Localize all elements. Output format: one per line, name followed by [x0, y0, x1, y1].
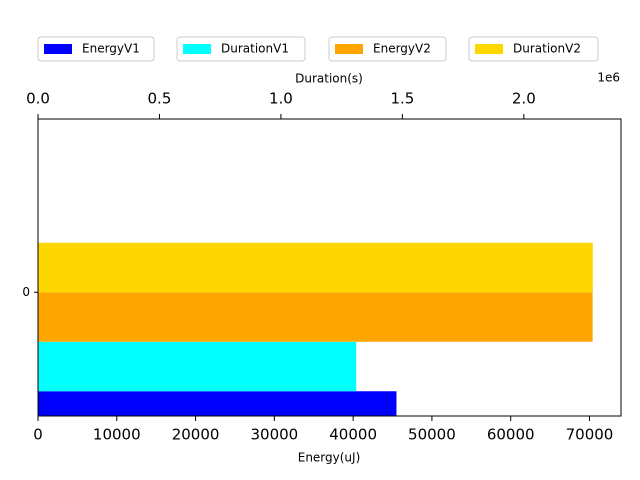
- legend-label: DurationV1: [221, 42, 289, 56]
- legend-label: DurationV2: [513, 42, 581, 56]
- x-tick-label: 10000: [93, 426, 141, 444]
- y-tick-label: 0: [22, 285, 30, 299]
- bar: [38, 391, 397, 416]
- plot-frame: [37, 118, 622, 417]
- x2-axis-label: Duration(s): [295, 72, 363, 86]
- x-tick-label: 60000: [487, 426, 535, 444]
- x-tick-label: 30000: [250, 426, 298, 444]
- x2-offset-label: 1e6: [597, 71, 620, 85]
- x-tick-label: 20000: [172, 426, 220, 444]
- legend-box: [37, 36, 155, 62]
- x-tick-label: 0: [33, 426, 43, 444]
- legend-box: [176, 36, 306, 62]
- legend-label: EnergyV2: [373, 42, 431, 56]
- bar: [38, 341, 357, 392]
- legend-box: [328, 36, 447, 62]
- x2-tick-label: 2.0: [512, 90, 536, 108]
- x-tick-label: 70000: [566, 426, 614, 444]
- x2-tick-label: 1.5: [390, 90, 414, 108]
- legend-label: EnergyV1: [82, 42, 140, 56]
- x2-tick-label: 0.0: [26, 90, 50, 108]
- bar: [38, 292, 593, 342]
- legend-swatch: [183, 44, 211, 54]
- x2-tick-label: 1.0: [269, 90, 293, 108]
- x2-tick-label: 0.5: [148, 90, 172, 108]
- legend-box: [468, 36, 599, 62]
- legend-swatch: [335, 44, 363, 54]
- bar: [38, 242, 593, 293]
- x-axis-label: Energy(uJ): [298, 451, 361, 465]
- x-tick-label: 50000: [408, 426, 456, 444]
- x-tick-label: 40000: [329, 426, 377, 444]
- legend-swatch: [44, 44, 72, 54]
- legend-swatch: [475, 44, 503, 54]
